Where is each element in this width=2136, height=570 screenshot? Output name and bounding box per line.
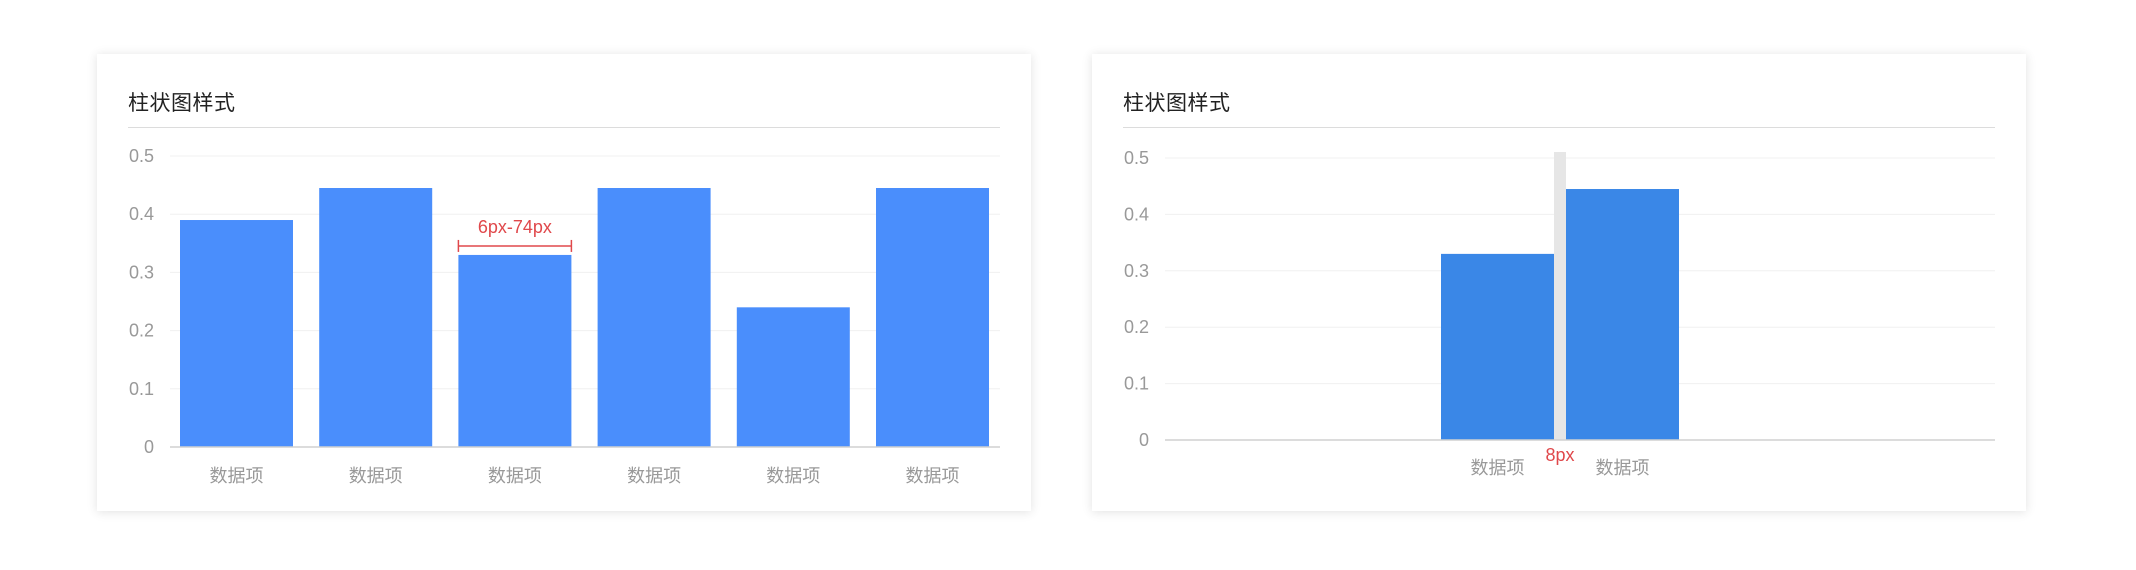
bar [876, 188, 989, 447]
y-tick-label: 0.3 [1124, 261, 1149, 281]
bar-chart-left: 0 0.1 0.2 0.3 0.4 0.5 数据项 数据项 数据项 数据项 数据项 数据项 6px-74… [129, 146, 1000, 486]
x-category-label: 数据项 [1471, 458, 1525, 478]
bar-chart-right: 0 0.1 0.2 0.3 0.4 0.5 数据项 数据项 8px [1124, 148, 1995, 478]
y-tick-label: 0.2 [1124, 317, 1149, 337]
bar-gap-highlight [1554, 152, 1566, 440]
y-tick-label: 0 [144, 437, 154, 457]
x-category-label: 数据项 [906, 466, 960, 486]
title-divider [1123, 127, 1995, 128]
chart-title: 柱状图样式 [1123, 92, 1231, 115]
bar [1441, 253, 1554, 440]
bar [458, 254, 572, 447]
x-category-label: 数据项 [627, 466, 681, 486]
y-tick-label: 0.1 [129, 379, 154, 399]
bar-chart-card-left: 柱状图样式 0 0.1 0.2 0.3 0.4 0.5 数据项 数据项 数据项 数据项 数据项 数据项… [97, 54, 1031, 511]
bar-gap-annotation: 8px [1545, 445, 1574, 465]
bar [319, 188, 433, 447]
bar [597, 188, 711, 447]
y-tick-label: 0 [1139, 430, 1149, 450]
y-tick-label: 0.5 [1124, 148, 1149, 168]
bar [736, 307, 850, 447]
y-tick-label: 0.3 [129, 262, 154, 282]
x-category-label: 数据项 [349, 466, 403, 486]
title-divider [128, 127, 1000, 128]
bar-chart-card-right: 柱状图样式 0 0.1 0.2 0.3 0.4 0.5 数据项 数据项 8px [1092, 54, 2026, 511]
x-category-label: 数据项 [210, 466, 264, 486]
y-tick-label: 0.4 [1124, 204, 1149, 224]
y-tick-label: 0.2 [129, 321, 154, 341]
bar [180, 220, 293, 447]
x-category-label: 数据项 [1596, 458, 1650, 478]
y-tick-label: 0.4 [129, 204, 154, 224]
bar [1566, 189, 1679, 440]
bar-width-annotation: 6px-74px [478, 217, 552, 237]
y-tick-label: 0.5 [129, 146, 154, 166]
x-category-label: 数据项 [766, 466, 820, 486]
chart-title: 柱状图样式 [128, 92, 236, 115]
y-tick-label: 0.1 [1124, 374, 1149, 394]
x-category-label: 数据项 [488, 466, 542, 486]
